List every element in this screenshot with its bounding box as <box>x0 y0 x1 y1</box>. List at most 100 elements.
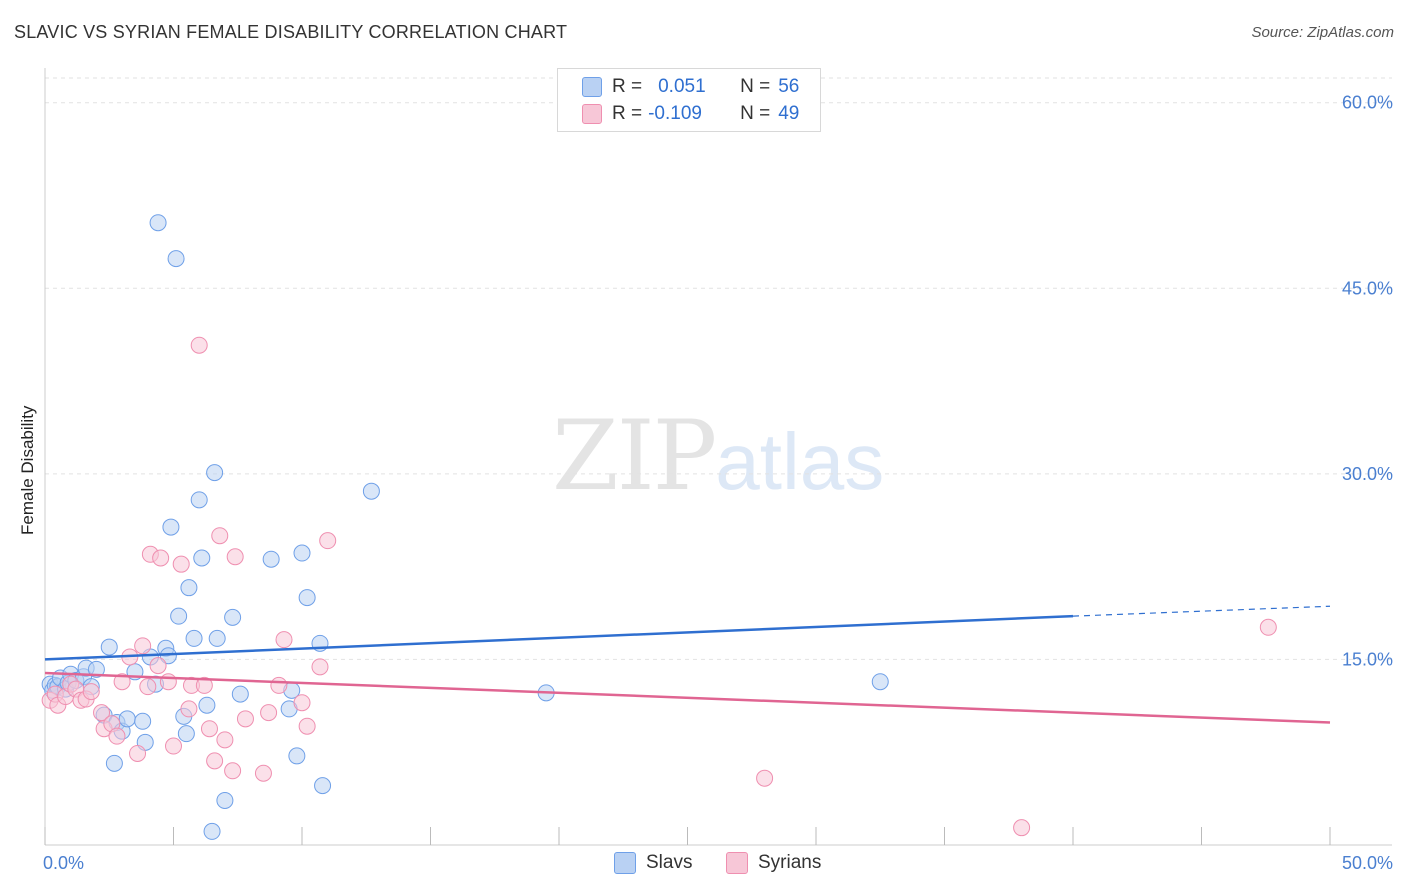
syrians-point-36 <box>260 704 278 722</box>
legend-item-syrians: Syrians <box>726 852 821 874</box>
syrians-point-17 <box>139 678 157 696</box>
slavs-trend-extension <box>1072 605 1331 617</box>
slavs-n-label: N = <box>740 76 771 97</box>
slavs-swatch <box>582 77 602 97</box>
slavs-point-31 <box>177 725 195 743</box>
syrians-point-37 <box>270 676 288 694</box>
slavs-point-34 <box>190 491 208 509</box>
slavs-r-label: R = <box>612 76 643 97</box>
syrians-point-39 <box>293 694 311 712</box>
syrians-point-23 <box>172 555 190 573</box>
slavs-point-50 <box>314 777 332 795</box>
syrians-point-41 <box>311 658 329 676</box>
slavs-point-36 <box>198 696 216 714</box>
syrians-point-27 <box>195 676 213 694</box>
x-tick-label-min: 0.0% <box>43 853 84 873</box>
slavs-point-40 <box>216 791 234 809</box>
slavs-point-41 <box>224 608 242 626</box>
syrians-n-value: 49 <box>778 103 800 124</box>
gridlines <box>45 77 1392 660</box>
y-tick-label-15: 15.0% <box>1342 649 1393 669</box>
tick-labels: 15.0% 30.0% 45.0% 60.0% 0.0% 50.0% <box>43 93 1393 873</box>
syrians-point-15 <box>129 744 147 762</box>
syrians-legend-label: Syrians <box>758 852 822 873</box>
syrians-point-21 <box>159 673 177 691</box>
watermark-atlas: atlas <box>715 417 885 506</box>
x-tick-label-max: 50.0% <box>1342 853 1393 873</box>
y-tick-label-60: 60.0% <box>1342 93 1393 113</box>
chart-title: SLAVIC VS SYRIAN FEMALE DISABILITY CORRE… <box>14 22 568 42</box>
syrians-point-16 <box>134 637 152 655</box>
y-tick-label-45: 45.0% <box>1342 278 1393 298</box>
slavs-point-20 <box>134 712 152 730</box>
slavs-point-51 <box>362 482 380 500</box>
syrians-point-38 <box>275 631 293 649</box>
slavs-trend-line <box>44 614 1074 661</box>
syrians-point-31 <box>216 731 234 749</box>
syrians-point-24 <box>180 700 198 718</box>
y-tick-label-30: 30.0% <box>1342 464 1393 484</box>
syrians-r-label: R = <box>612 103 643 124</box>
syrians-point-33 <box>226 548 244 566</box>
slavs-point-14 <box>100 638 118 656</box>
correlation-legend: R = 0.051 N = 56 R = -0.109 N = 49 <box>557 68 821 132</box>
syrians-point-45 <box>1259 618 1277 636</box>
slavs-legend-label: Slavs <box>646 852 693 873</box>
syrians-point-19 <box>149 657 167 675</box>
syrians-point-43 <box>756 769 774 787</box>
watermark: ZIPatlas <box>552 400 884 512</box>
syrians-swatch <box>582 104 602 124</box>
slavs-n-value: 56 <box>778 76 800 97</box>
slavs-point-33 <box>185 629 203 647</box>
syrians-point-26 <box>190 336 208 354</box>
slavs-point-28 <box>167 250 185 268</box>
slavs-point-53 <box>871 673 889 691</box>
syrians-point-40 <box>298 717 316 735</box>
y-axis-label: Female Disability <box>18 405 37 535</box>
syrians-point-35 <box>254 764 272 782</box>
syrians-legend-swatch <box>726 852 748 874</box>
legend-item-slavs: Slavs <box>614 852 692 874</box>
syrians-point-30 <box>211 527 229 545</box>
syrians-trend-line <box>44 671 1331 724</box>
slavs-point-32 <box>180 579 198 597</box>
slavs-point-35 <box>193 549 211 567</box>
legend-row-slavs: R = 0.051 N = 56 <box>582 75 799 99</box>
slavs-point-12 <box>87 660 105 678</box>
syrians-r-value: -0.109 <box>648 103 702 124</box>
legend-row-syrians: R = -0.109 N = 49 <box>582 102 799 126</box>
slavs-r-value: 0.051 <box>658 76 706 97</box>
slavs-point-27 <box>162 518 180 536</box>
slavs-point-39 <box>208 629 226 647</box>
slavs-point-38 <box>206 464 224 482</box>
y-axis-label-wrap: Female Disability <box>18 406 38 735</box>
slavs-point-47 <box>293 544 311 562</box>
syrians-point-22 <box>165 737 182 755</box>
trend-lines <box>44 605 1331 724</box>
syrians-point-42 <box>319 532 337 550</box>
syrians-point-34 <box>236 710 254 728</box>
source-label: Source: ZipAtlas.com <box>1251 24 1394 41</box>
syrians-point-8 <box>82 683 100 701</box>
slavs-point-48 <box>298 589 316 607</box>
syrians-point-20 <box>152 549 170 567</box>
slavs-point-37 <box>203 822 221 840</box>
data-points <box>41 214 1277 840</box>
slavs-point-29 <box>170 607 188 625</box>
syrians-point-32 <box>224 762 242 780</box>
syrians-n-label: N = <box>740 103 771 124</box>
syrians-point-44 <box>1013 819 1031 837</box>
syrians-point-12 <box>108 727 126 745</box>
axes <box>44 68 1392 846</box>
slavs-legend-swatch <box>614 852 636 874</box>
syrians-point-28 <box>200 720 218 738</box>
syrians-point-29 <box>206 752 224 770</box>
slavs-point-15 <box>105 754 123 772</box>
watermark-zip: ZIP <box>552 400 717 512</box>
slavs-point-24 <box>149 214 167 232</box>
slavs-point-18 <box>118 710 136 728</box>
syrians-point-13 <box>113 673 131 691</box>
slavs-point-42 <box>231 685 249 703</box>
slavs-point-46 <box>288 747 306 765</box>
